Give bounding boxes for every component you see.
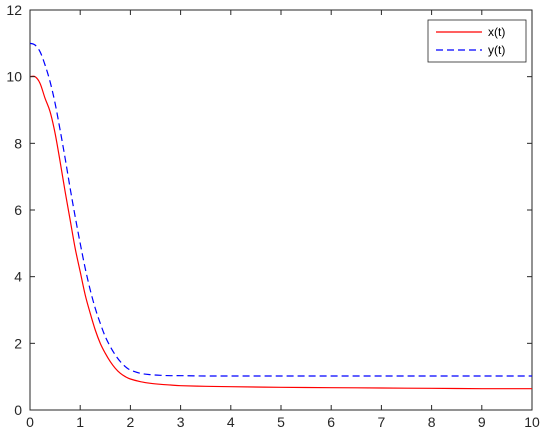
x-tick-label: 9 bbox=[478, 414, 486, 430]
plot-area bbox=[29, 9, 533, 411]
x-tick-label: 4 bbox=[227, 414, 235, 430]
y-tick-label: 2 bbox=[14, 335, 22, 351]
y-tick-label: 0 bbox=[14, 402, 22, 418]
axes-box bbox=[29, 9, 533, 411]
y-tick-label: 6 bbox=[14, 202, 22, 218]
y-tick-label: 8 bbox=[14, 135, 22, 151]
legend-box bbox=[427, 19, 527, 63]
legend: x(t) y(t) bbox=[427, 19, 527, 63]
series-line-xt bbox=[29, 75, 533, 390]
x-tick-label: 7 bbox=[378, 414, 386, 430]
legend-label: x(t) bbox=[488, 25, 505, 39]
x-tick-label: 6 bbox=[327, 414, 335, 430]
legend-label: y(t) bbox=[488, 43, 505, 57]
x-axis-ticks: 0 1 2 3 4 5 6 7 8 9 10 bbox=[26, 10, 540, 430]
series-line-yt bbox=[29, 42, 532, 377]
y-axis-ticks: 0 2 4 6 8 10 12 bbox=[6, 2, 532, 418]
x-tick-label: 2 bbox=[127, 414, 135, 430]
y-tick-label: 10 bbox=[6, 69, 22, 85]
y-tick-label: 4 bbox=[14, 269, 22, 285]
x-tick-label: 3 bbox=[177, 414, 185, 430]
x-tick-label: 1 bbox=[76, 414, 84, 430]
y-tick-label: 12 bbox=[6, 2, 22, 18]
x-tick-label: 8 bbox=[428, 414, 436, 430]
series-layer bbox=[29, 42, 533, 390]
x-tick-label: 10 bbox=[524, 414, 540, 430]
x-tick-label: 5 bbox=[277, 414, 285, 430]
x-tick-label: 0 bbox=[26, 414, 34, 430]
